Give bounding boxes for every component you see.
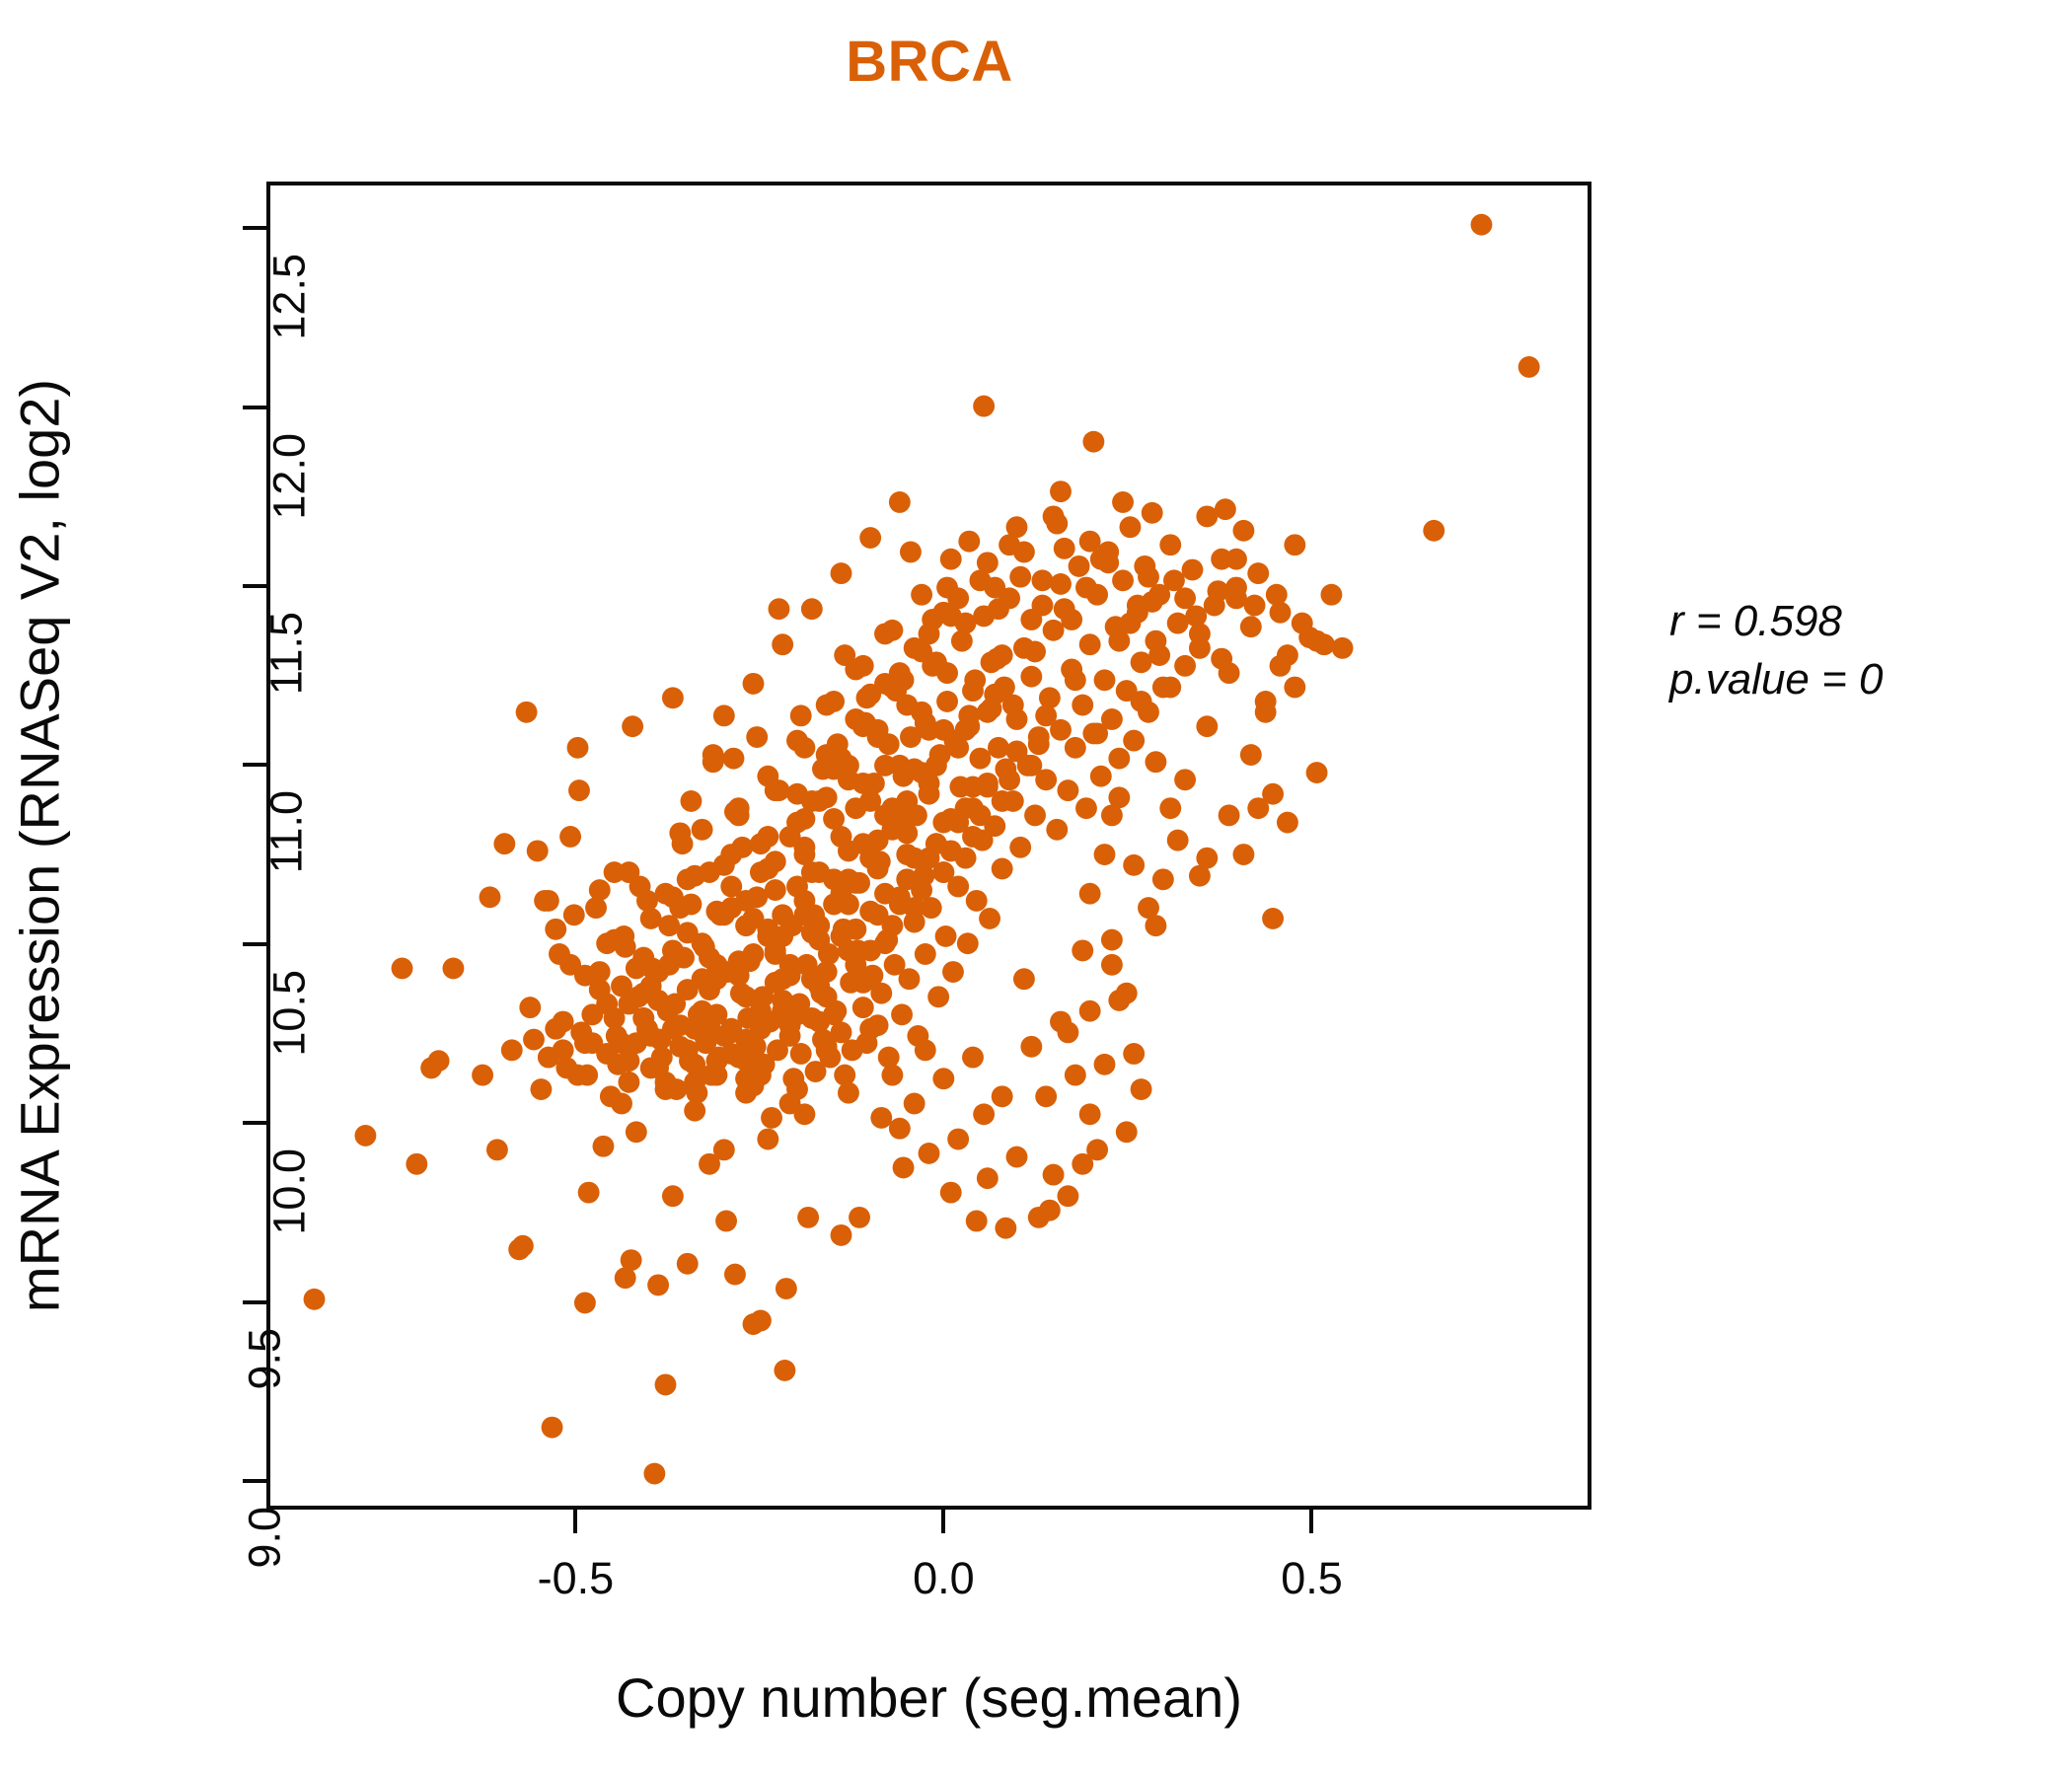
pearson-r-label: r = 0.598 xyxy=(1669,597,1842,645)
y-axis-tick-label: 9.0 xyxy=(239,1506,290,1569)
x-axis-tick-mark xyxy=(941,1510,946,1533)
x-axis-tick-mark xyxy=(1309,1510,1314,1533)
y-axis-tick-mark xyxy=(243,226,266,231)
x-axis-tick-label: -0.5 xyxy=(537,1553,615,1603)
y-axis-tick-mark xyxy=(243,763,266,768)
y-axis-tick-mark xyxy=(243,1478,266,1483)
x-axis-tick-label: 0.5 xyxy=(1281,1553,1343,1603)
x-axis-title: Copy number (seg.mean) xyxy=(616,1666,1242,1729)
correlation-annotation: r = 0.598 p.value = 0 xyxy=(1669,592,1884,709)
scatter-points-layer xyxy=(303,213,1540,1485)
x-axis-tick-label: 0.0 xyxy=(913,1553,975,1603)
page-title: BRCA xyxy=(846,30,1013,94)
p-value-label: p.value = 0 xyxy=(1669,655,1884,704)
y-axis-tick-mark xyxy=(243,1299,266,1304)
y-axis-tick-mark xyxy=(243,583,266,588)
plot-area xyxy=(266,182,1591,1510)
y-axis-title-wrapper: mRNA Expression (RNASeq V2, log2) xyxy=(0,182,79,1510)
y-axis-tick-mark xyxy=(243,405,266,409)
y-axis-tick-mark xyxy=(243,1121,266,1126)
x-axis-tick-mark xyxy=(573,1510,578,1533)
y-axis-tick-mark xyxy=(243,941,266,946)
y-axis-title: mRNA Expression (RNASeq V2, log2) xyxy=(8,378,71,1313)
